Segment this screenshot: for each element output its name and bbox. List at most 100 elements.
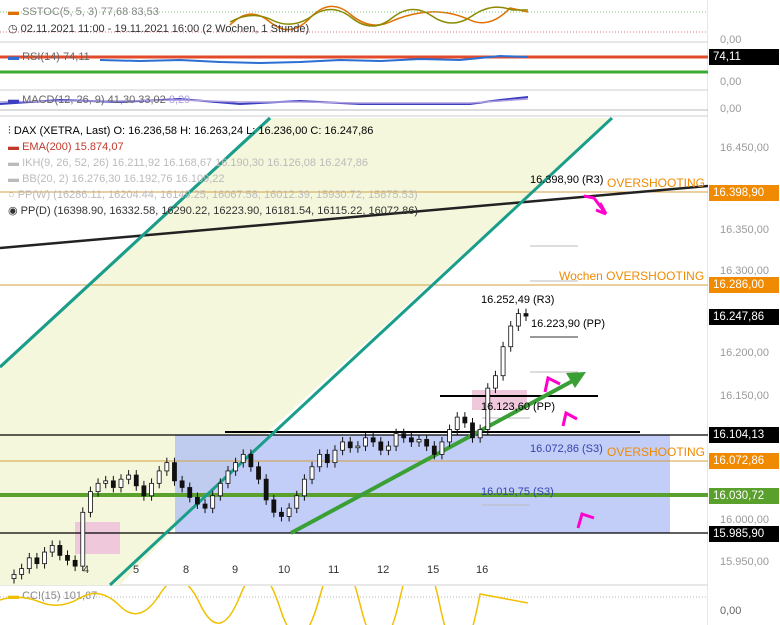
ema-legend-text: EMA(200) 15.874,07 <box>22 141 124 153</box>
cci-marker-icon: ▬ <box>8 590 19 602</box>
candle-body <box>34 557 40 565</box>
candle-body <box>210 495 216 509</box>
candle-body <box>462 416 468 424</box>
x-tick: 16 <box>476 564 489 576</box>
candle-body <box>493 375 498 389</box>
ppw-legend: ○ PP(W) (16286.11, 16204.44, 16149.25, 1… <box>8 188 418 202</box>
price-tag: 16.286,00 <box>709 277 779 293</box>
candle-body <box>149 482 154 497</box>
candle-body <box>370 437 376 443</box>
candle-body <box>301 478 307 497</box>
annotation-r3-daily: 16.252,49 (R3) <box>481 294 555 306</box>
x-tick: 5 <box>133 564 140 576</box>
annotation-pp-2: 16.123,60 (PP) <box>481 401 555 413</box>
candle-body <box>118 478 124 488</box>
candle-body <box>477 429 483 439</box>
candle-body <box>72 559 78 567</box>
candle-body <box>19 568 25 575</box>
candle-body <box>271 499 277 513</box>
sstoc-legend: ▬ SSTOC(5, 5, 3) 77,68 83,53 <box>8 6 159 18</box>
candle-body <box>424 439 430 447</box>
candle-body <box>42 551 47 565</box>
candle-body <box>65 554 70 561</box>
macd-label: MACD(12, 26, 9) <box>22 94 105 106</box>
bb-legend-text: BB(20, 2) 16.276,30 16.192,76 16.109,22 <box>22 173 225 185</box>
y-tick: 15.950,00 <box>720 556 769 568</box>
main-legend-title: ⫶ DAX (XETRA, Last) O: 16.236,58 H: 16.2… <box>8 124 373 138</box>
magenta-arrow-marker <box>543 194 608 529</box>
sstoc-value-2: 83,53 <box>131 6 159 18</box>
candle-body <box>347 441 353 449</box>
candle-body <box>95 482 101 493</box>
candle-body <box>523 313 529 317</box>
candle-body <box>393 433 399 447</box>
candle-body <box>156 470 162 484</box>
macd-zero-tick: 0,00 <box>720 103 742 115</box>
rsi-zero-tick: 0,00 <box>720 76 742 88</box>
bb-marker-icon: ▬ <box>8 173 19 185</box>
candle-body <box>256 466 261 480</box>
ppd-legend-text: PP(D) (16398.90, 16332.58, 16290.22, 162… <box>20 205 419 217</box>
candle-body <box>508 325 514 348</box>
x-tick: 9 <box>232 564 239 576</box>
candle-body <box>172 462 177 482</box>
ikh-legend: ▬ IKH(9, 26, 52, 26) 16.211,92 16.168,67… <box>8 156 368 170</box>
x-tick: 12 <box>377 564 390 576</box>
candle-body <box>179 480 185 488</box>
candle-body <box>454 416 460 430</box>
candle-body <box>386 445 391 451</box>
price-tag: 16.072,86 <box>709 453 779 469</box>
candle-body <box>133 474 139 487</box>
candle-body <box>141 485 147 497</box>
candle-body <box>279 511 284 517</box>
candle-body <box>202 503 208 509</box>
candle-body <box>515 313 521 327</box>
rsi-value: 74,11 <box>63 51 90 63</box>
candle-body <box>447 429 452 443</box>
sstoc-line-d <box>229 6 528 27</box>
y-tick: 16.450,00 <box>720 142 769 154</box>
rsi-legend: ▬ RSI(14) 74,11 <box>8 51 90 63</box>
rsi-label: RSI(14) <box>22 51 60 63</box>
candle-body <box>248 453 254 468</box>
annotation-overshooting-top: OVERSHOOTING <box>607 176 706 190</box>
candle-body <box>416 439 422 443</box>
ppd-legend: ◉ PP(D) (16398.90, 16332.58, 16290.22, 1… <box>8 204 418 218</box>
candle-body <box>294 495 300 509</box>
candle-body <box>500 346 506 377</box>
candle-body <box>217 482 223 497</box>
candle-body <box>485 387 491 430</box>
cci-zero-tick: 0,00 <box>720 605 742 617</box>
price-tag-last: 16.247,86 <box>709 309 779 325</box>
candle-body <box>49 545 55 553</box>
y-tick: 16.150,00 <box>720 390 769 402</box>
candle-body <box>11 574 17 579</box>
y-tick: 16.350,00 <box>720 224 769 236</box>
candle-body <box>225 470 231 484</box>
annotation-wochen: Wochen OVERSHOOTING <box>559 269 705 283</box>
radio-icon[interactable]: ○ <box>8 189 15 201</box>
sstoc-marker-icon: ▬ <box>8 6 19 18</box>
candle-body <box>439 441 445 455</box>
sstoc-label: SSTOC(5, 5, 3) <box>22 6 98 18</box>
channel-line-upper-dup <box>0 116 272 369</box>
candle-body <box>332 449 338 464</box>
candle-body <box>408 437 414 443</box>
ema-marker-icon: ▬ <box>8 141 19 153</box>
ikh-legend-text: IKH(9, 26, 52, 26) 16.211,92 16.168,67 1… <box>22 157 369 169</box>
candle-body <box>240 453 246 464</box>
ema-legend: ▬ EMA(200) 15.874,07 <box>8 140 124 154</box>
annotation-s3-b: 16.019,75 (S3) <box>481 486 554 498</box>
candle-icon: ⫶ <box>8 125 11 137</box>
y-tick: 16.300,00 <box>720 265 769 277</box>
radio-selected-icon[interactable]: ◉ <box>8 205 18 217</box>
candle-body <box>355 445 361 449</box>
candle-body <box>88 491 93 513</box>
price-tag: 15.985,90 <box>709 526 779 542</box>
annotation-s3-a: 16.072,86 (S3) <box>530 443 603 455</box>
cci-panel <box>0 586 708 625</box>
candle-body <box>470 422 475 439</box>
x-tick: 8 <box>183 564 190 576</box>
candle-body <box>309 466 315 480</box>
macd-legend: ▬ MACD(12, 26, 9) 41,30 33,02 8,29 <box>8 94 190 106</box>
